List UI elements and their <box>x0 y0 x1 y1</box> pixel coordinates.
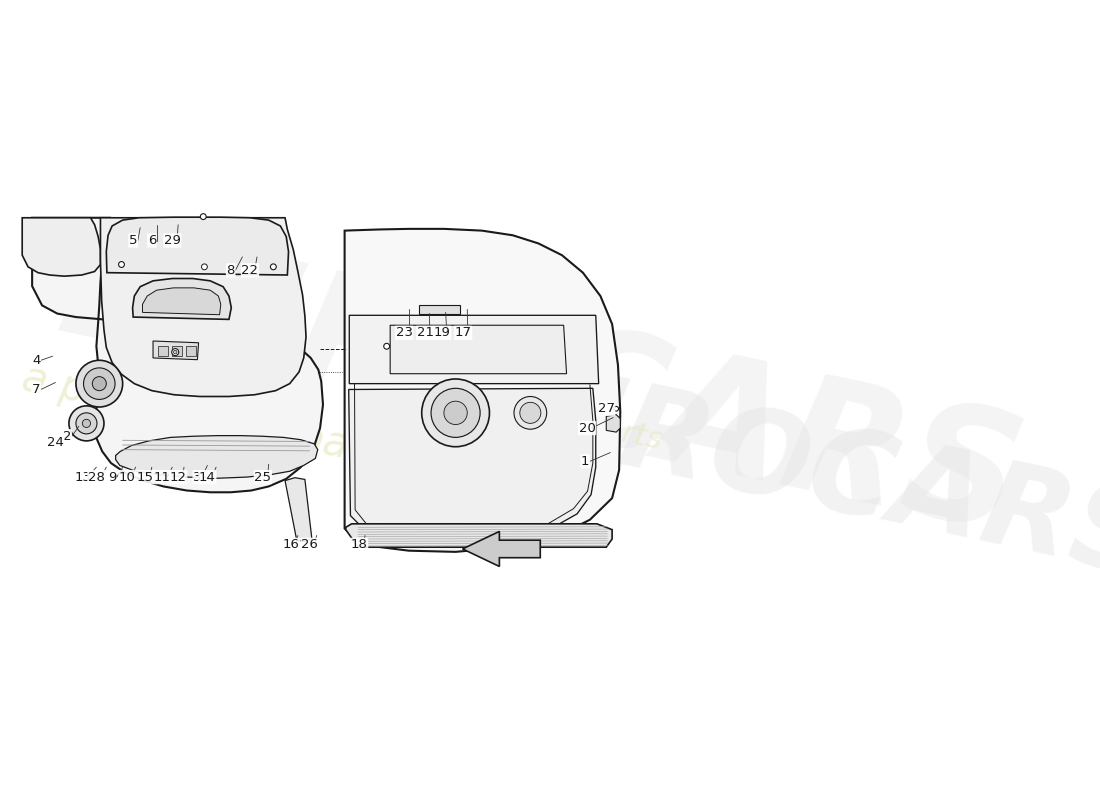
Text: 28: 28 <box>88 470 104 483</box>
Text: 7: 7 <box>32 383 41 396</box>
Polygon shape <box>285 478 312 542</box>
Text: 5: 5 <box>129 234 138 247</box>
Circle shape <box>76 360 123 407</box>
Text: 16: 16 <box>283 538 299 551</box>
Circle shape <box>514 397 547 430</box>
Text: 12: 12 <box>169 470 187 483</box>
Circle shape <box>444 401 468 425</box>
Text: 8: 8 <box>227 264 235 277</box>
Circle shape <box>92 377 107 390</box>
Circle shape <box>421 379 490 446</box>
Polygon shape <box>350 315 598 384</box>
Text: a passion for parts: a passion for parts <box>379 368 664 455</box>
Circle shape <box>84 368 116 399</box>
Text: EUROCARS: EUROCARS <box>438 339 1100 602</box>
Polygon shape <box>157 346 168 356</box>
Circle shape <box>520 402 541 423</box>
Circle shape <box>76 413 97 434</box>
Text: 19: 19 <box>433 326 451 339</box>
Text: 17: 17 <box>454 326 472 339</box>
Text: 6: 6 <box>147 234 156 247</box>
Text: 22: 22 <box>242 264 258 277</box>
Circle shape <box>200 214 206 219</box>
Text: a passion for parts: a passion for parts <box>18 357 406 478</box>
Text: 15: 15 <box>136 470 153 483</box>
Text: 29: 29 <box>164 234 180 247</box>
Polygon shape <box>606 414 620 432</box>
Polygon shape <box>22 218 100 276</box>
Polygon shape <box>107 217 288 275</box>
Text: EUROCARS: EUROCARS <box>46 211 1034 566</box>
Circle shape <box>384 343 389 349</box>
Circle shape <box>201 264 207 270</box>
Text: 1: 1 <box>581 455 590 468</box>
Polygon shape <box>349 388 596 541</box>
Text: 2: 2 <box>63 430 72 442</box>
Circle shape <box>172 349 178 356</box>
Text: 27: 27 <box>597 402 615 415</box>
Polygon shape <box>186 346 196 356</box>
Text: 9: 9 <box>108 470 117 483</box>
Polygon shape <box>143 288 221 314</box>
Text: 10: 10 <box>119 470 135 483</box>
Text: 13: 13 <box>75 470 91 483</box>
Text: 25: 25 <box>254 470 272 483</box>
Text: 20: 20 <box>579 422 595 434</box>
Circle shape <box>119 262 124 267</box>
Text: 26: 26 <box>301 538 318 551</box>
Polygon shape <box>153 341 199 360</box>
Polygon shape <box>419 306 460 314</box>
Polygon shape <box>345 524 612 547</box>
Text: 18: 18 <box>351 538 367 551</box>
Polygon shape <box>32 218 323 492</box>
Polygon shape <box>100 218 306 397</box>
Text: 11: 11 <box>154 470 170 483</box>
Circle shape <box>174 350 177 354</box>
Text: 24: 24 <box>47 435 64 449</box>
Text: 3: 3 <box>194 470 201 483</box>
Text: 23: 23 <box>396 326 412 339</box>
Text: 4: 4 <box>32 354 41 366</box>
Circle shape <box>431 388 480 438</box>
Circle shape <box>82 419 90 427</box>
Polygon shape <box>116 436 318 478</box>
Circle shape <box>69 406 104 441</box>
Text: 21: 21 <box>417 326 433 339</box>
Polygon shape <box>463 531 540 566</box>
Polygon shape <box>390 326 566 374</box>
Polygon shape <box>344 229 620 552</box>
Circle shape <box>271 264 276 270</box>
Polygon shape <box>172 346 183 356</box>
Polygon shape <box>133 278 231 319</box>
Text: 14: 14 <box>199 470 216 483</box>
Circle shape <box>614 406 618 411</box>
